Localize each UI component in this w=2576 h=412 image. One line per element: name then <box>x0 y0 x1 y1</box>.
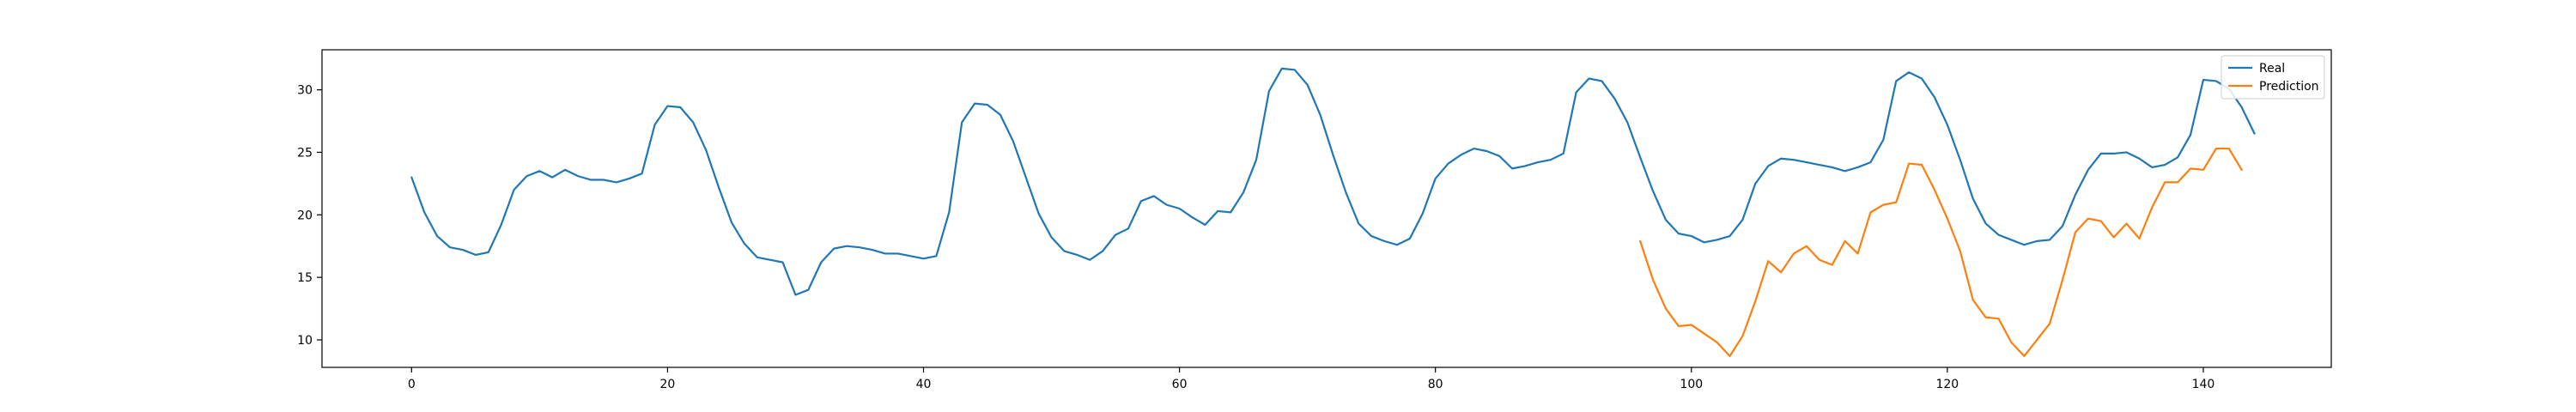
y-tick-label: 15 <box>297 271 313 285</box>
series-line-prediction <box>1639 147 2243 357</box>
x-tick-label: 0 <box>408 378 416 391</box>
y-tick-label: 20 <box>297 209 313 222</box>
y-tick-label: 25 <box>297 146 313 160</box>
legend-label-real: Real <box>2259 62 2285 76</box>
x-tick-label: 120 <box>1935 378 1959 391</box>
x-tick-label: 140 <box>2192 378 2215 391</box>
y-tick-label: 10 <box>297 334 313 348</box>
x-tick-label: 60 <box>1172 378 1188 391</box>
x-tick-label: 100 <box>1680 378 1703 391</box>
series-line-real <box>410 67 2256 296</box>
legend-label-prediction: Prediction <box>2259 80 2319 94</box>
axes: 0 20 40 60 80 100 120 140 10 15 20 25 30 <box>297 49 2332 391</box>
y-tick-label: 30 <box>297 84 313 98</box>
plot-frame <box>321 49 2332 368</box>
x-tick-label: 20 <box>660 378 676 391</box>
plot-area <box>410 67 2256 357</box>
legend: Real Prediction <box>2221 55 2325 100</box>
legend-box <box>2221 55 2325 100</box>
x-tick-label: 80 <box>1428 378 1443 391</box>
x-tick-label: 40 <box>916 378 932 391</box>
